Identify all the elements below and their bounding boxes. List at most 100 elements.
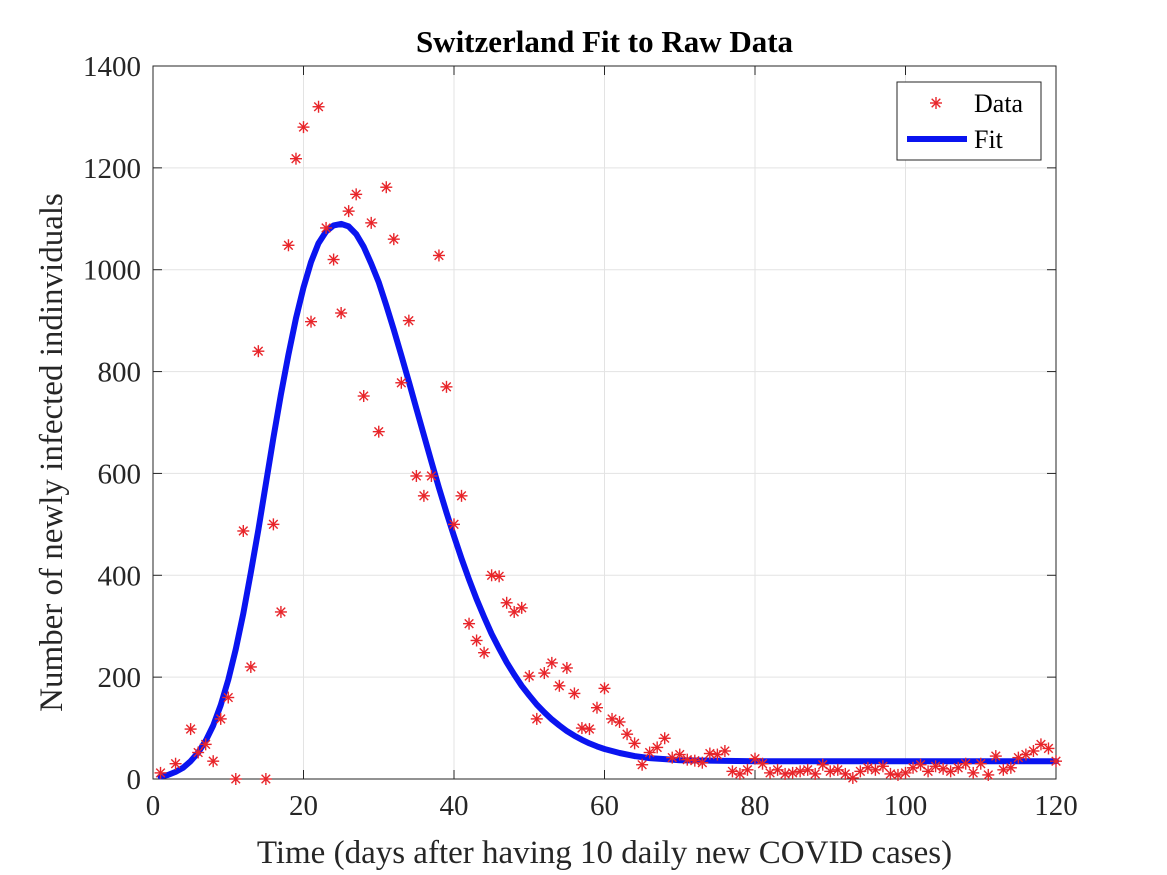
y-tick-label: 0 (127, 764, 142, 796)
grid (152, 65, 1057, 780)
data-point (380, 181, 393, 194)
legend-data-marker (930, 97, 942, 109)
data-point (974, 757, 987, 770)
data-point (598, 682, 611, 695)
data-point (523, 670, 536, 683)
data-point (252, 345, 265, 358)
data-point (876, 760, 889, 773)
data-point (997, 763, 1010, 776)
data-point (688, 754, 701, 767)
data-point (259, 773, 272, 785)
y-tick-label: 600 (98, 458, 142, 490)
data-point (207, 755, 220, 768)
data-point (636, 758, 649, 771)
data-point (914, 758, 927, 771)
data-point (568, 687, 581, 700)
data-point (470, 634, 483, 647)
data-point (824, 765, 837, 778)
x-tick-label: 40 (440, 790, 469, 822)
data-point (372, 425, 385, 438)
data-point (560, 661, 573, 674)
data-point (500, 596, 513, 609)
data-point (282, 239, 295, 252)
data-point (922, 765, 935, 778)
data-point (448, 518, 460, 531)
data-series (154, 100, 1062, 785)
data-point (794, 765, 807, 778)
data-point (199, 738, 212, 751)
y-tick-label: 800 (98, 357, 142, 389)
data-point (267, 518, 280, 531)
data-point (861, 761, 874, 774)
fit-line (157, 220, 1059, 780)
data-point (809, 767, 822, 780)
x-tick-label: 120 (1034, 790, 1078, 822)
data-point (1034, 738, 1047, 751)
y-tick-label: 1400 (83, 51, 141, 83)
data-point (365, 216, 378, 229)
data-point (312, 100, 325, 113)
data-point (455, 489, 468, 502)
data-point (583, 723, 596, 736)
x-tick-label: 20 (289, 790, 318, 822)
data-point (432, 249, 445, 262)
fit-series (157, 220, 1059, 780)
y-tick-label: 1000 (83, 255, 141, 287)
data-point (621, 728, 634, 741)
data-point (530, 712, 543, 725)
data-point (222, 691, 235, 704)
data-point (425, 469, 438, 482)
chart-title: Switzerland Fit to Raw Data (416, 24, 794, 59)
x-tick-label: 0 (146, 790, 161, 822)
data-point (342, 205, 355, 218)
data-point (749, 752, 761, 765)
data-point (417, 489, 430, 502)
data-point (989, 750, 1002, 763)
data-point (237, 524, 250, 537)
data-point (1004, 761, 1017, 774)
data-point (1042, 742, 1055, 755)
data-point (696, 756, 709, 769)
data-point (320, 221, 333, 234)
data-point (891, 768, 904, 781)
x-tick-label: 60 (590, 790, 619, 822)
data-point (651, 741, 664, 754)
data-point (229, 773, 242, 785)
data-point (395, 376, 408, 389)
data-point (545, 656, 558, 669)
data-point (350, 188, 363, 201)
y-tick-label: 400 (98, 560, 142, 592)
data-point (899, 766, 912, 779)
data-point (538, 667, 551, 680)
data-point (741, 763, 754, 776)
data-point (154, 766, 167, 779)
legend-box (896, 81, 1042, 161)
x-tick-label: 100 (884, 790, 928, 822)
data-point (658, 732, 671, 745)
data-point (553, 679, 566, 692)
x-axis-label: Time (days after having 10 daily new COV… (257, 835, 952, 871)
data-point (673, 748, 686, 761)
y-axis-label: Number of newly infected indinviduals (34, 193, 70, 712)
data-point (387, 233, 400, 246)
data-point (786, 766, 799, 779)
data-point (305, 315, 318, 328)
data-point (463, 617, 476, 630)
data-point (606, 712, 619, 725)
data-point (590, 701, 603, 714)
data-point (718, 744, 731, 757)
legend-data-asterisk (930, 97, 942, 109)
data-point (297, 121, 310, 134)
data-point (628, 737, 641, 750)
data-point (643, 746, 656, 759)
data-point (1050, 755, 1062, 768)
data-point (184, 723, 197, 736)
y-tick-label: 1200 (83, 153, 141, 185)
legend: Data Fit (896, 81, 1042, 161)
data-point (402, 314, 415, 327)
data-point (982, 768, 995, 781)
data-point (884, 767, 897, 780)
data-point (289, 152, 302, 165)
